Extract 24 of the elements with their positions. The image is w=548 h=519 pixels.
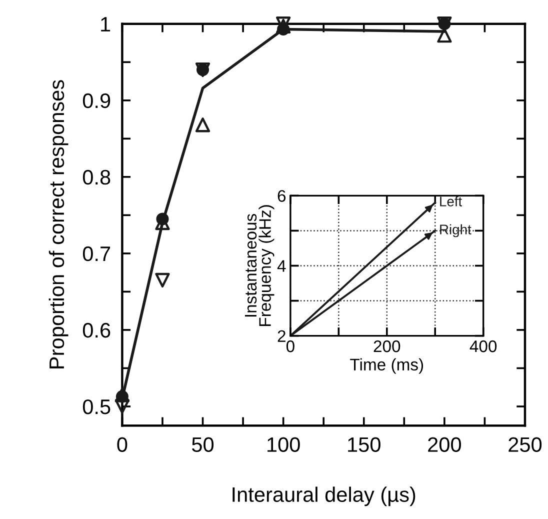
y-tick-label: 0.6 [82, 322, 110, 338]
y-tick-label: 1 [101, 17, 110, 32]
series-label: Left [440, 196, 462, 206]
x-tick-label: 250 [508, 437, 542, 452]
y-tick-label: 0.7 [82, 246, 110, 262]
y-tick-label: 0.8 [82, 170, 110, 185]
x-axis-title: Interaural delay (µs) [232, 486, 416, 506]
x-tick-label: 200 [428, 437, 461, 452]
x-tick-label: 200 [374, 340, 400, 352]
y-tick-label: 6 [278, 190, 286, 202]
x-tick-label: 0 [117, 437, 128, 452]
x-axis-title: Time (ms) [350, 358, 424, 374]
legend-label: Right [440, 224, 472, 238]
x-tick-label: 150 [348, 437, 380, 452]
x-tick-label: 0 [286, 340, 294, 352]
y-axis-title: Proportion of correct responses [48, 80, 68, 368]
x-tick-label: 400 [470, 340, 497, 352]
x-tick-label: 100 [268, 437, 300, 452]
y-tick-label: 2 [278, 330, 286, 342]
y-tick-label: 4 [277, 260, 286, 272]
y-tick-label: 0.9 [82, 93, 110, 108]
y-tick-label: 0.5 [82, 399, 110, 414]
y-axis-title: Instantaneous Frequency (kHz) [244, 205, 274, 326]
x-tick-label: 50 [192, 437, 214, 452]
